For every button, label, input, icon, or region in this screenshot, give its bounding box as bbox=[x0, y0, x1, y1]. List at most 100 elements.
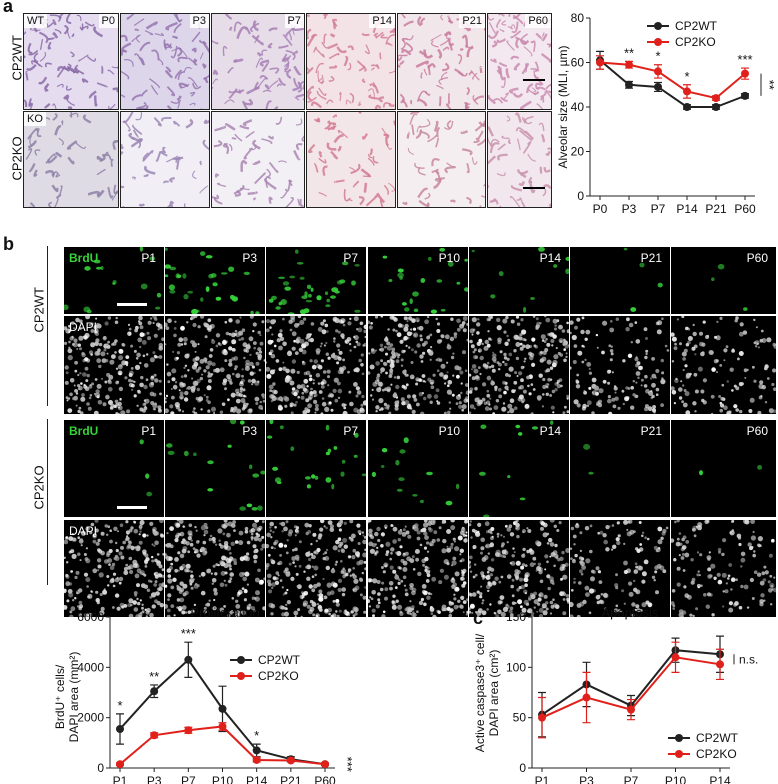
tissue-strand bbox=[466, 196, 472, 205]
dapi-nucleus bbox=[761, 338, 767, 343]
tissue-strand bbox=[483, 183, 485, 187]
dapi-nucleus bbox=[385, 541, 391, 547]
dapi-nucleus bbox=[549, 542, 555, 547]
tissue-strand bbox=[526, 83, 534, 94]
brdu-nucleus bbox=[169, 289, 176, 294]
dapi-nucleus bbox=[401, 349, 405, 354]
legend-label: CP2WT bbox=[675, 19, 718, 33]
dapi-nucleus bbox=[121, 343, 125, 347]
dapi-nucleus bbox=[390, 359, 395, 364]
tissue-strand bbox=[548, 203, 551, 207]
brdu-nucleus bbox=[711, 277, 715, 281]
dapi-nucleus bbox=[126, 532, 129, 535]
dapi-nucleus bbox=[657, 320, 663, 326]
dapi-nucleus bbox=[611, 548, 614, 551]
dapi-nucleus bbox=[488, 529, 493, 534]
dapi-nucleus bbox=[374, 552, 377, 555]
tissue-strand bbox=[509, 196, 521, 207]
dapi-nucleus bbox=[609, 327, 615, 333]
tissue-strand bbox=[54, 28, 62, 34]
dapi-nucleus bbox=[207, 371, 211, 374]
dapi-nucleus bbox=[675, 377, 678, 381]
dapi-nucleus bbox=[108, 563, 111, 566]
dapi-nucleus bbox=[515, 522, 520, 528]
dapi-nucleus bbox=[333, 355, 339, 361]
dapi-nucleus bbox=[242, 388, 246, 392]
dapi-nucleus bbox=[549, 366, 554, 370]
dapi-nucleus bbox=[740, 382, 744, 386]
tissue-strand bbox=[358, 196, 365, 206]
dapi-nucleus bbox=[174, 568, 179, 573]
dapi-nucleus bbox=[77, 373, 80, 377]
tissue-strand bbox=[261, 61, 270, 72]
tissue-strand bbox=[67, 156, 75, 165]
dapi-nucleus bbox=[117, 412, 120, 414]
dapi-nucleus bbox=[88, 396, 92, 400]
dapi-nucleus bbox=[477, 615, 480, 617]
dapi-nucleus bbox=[70, 570, 73, 573]
brdu-nucleus bbox=[165, 264, 171, 269]
dapi-nucleus bbox=[471, 333, 474, 336]
dapi-nucleus bbox=[636, 608, 641, 613]
dapi-nucleus bbox=[187, 530, 193, 536]
dapi-nucleus bbox=[635, 589, 641, 595]
dapi-nucleus bbox=[380, 407, 384, 411]
dapi-nucleus bbox=[290, 316, 296, 320]
dapi-nucleus bbox=[386, 404, 390, 408]
dapi-nucleus bbox=[484, 339, 489, 345]
dapi-nucleus bbox=[429, 333, 433, 337]
dapi-nucleus bbox=[100, 531, 105, 536]
dapi-nucleus bbox=[655, 393, 659, 396]
dapi-nucleus bbox=[371, 388, 374, 391]
dapi-nucleus bbox=[183, 342, 187, 346]
dapi-nucleus bbox=[230, 541, 235, 546]
dapi-nucleus bbox=[285, 520, 289, 524]
histology-texture bbox=[402, 112, 485, 207]
dapi-nucleus bbox=[602, 320, 608, 326]
tissue-strand bbox=[542, 32, 545, 37]
dapi-nucleus bbox=[654, 565, 659, 570]
dapi-tile bbox=[570, 520, 670, 617]
dapi-nucleus bbox=[605, 525, 610, 530]
dapi-nucleus bbox=[167, 318, 172, 323]
dapi-nucleus bbox=[609, 349, 614, 353]
dapi-nucleus bbox=[450, 542, 454, 546]
dapi-nucleus bbox=[769, 574, 773, 578]
dapi-nucleus bbox=[760, 329, 764, 333]
dapi-nucleus bbox=[249, 316, 254, 319]
dapi-nucleus bbox=[250, 532, 254, 536]
tissue-strand bbox=[501, 135, 510, 139]
dapi-nucleus bbox=[354, 612, 358, 616]
dapi-nucleus bbox=[149, 612, 154, 617]
dapi-nucleus bbox=[85, 547, 88, 550]
dapi-nucleus bbox=[487, 552, 490, 555]
dapi-nucleus bbox=[301, 591, 304, 595]
dapi-nucleus bbox=[723, 405, 728, 410]
dapi-nucleus bbox=[141, 606, 144, 610]
dapi-nucleus bbox=[705, 604, 710, 609]
dapi-nucleus bbox=[356, 561, 361, 566]
dapi-nucleus bbox=[178, 590, 183, 594]
dapi-nucleus bbox=[298, 564, 302, 568]
dapi-nucleus bbox=[354, 609, 358, 613]
timepoint-label: P10 bbox=[438, 251, 460, 265]
dapi-nucleus bbox=[226, 532, 231, 538]
dapi-nucleus bbox=[369, 596, 372, 599]
tissue-strand bbox=[179, 49, 188, 58]
dapi-nucleus bbox=[761, 571, 766, 576]
tissue-strand bbox=[521, 118, 533, 125]
dapi-nucleus bbox=[472, 350, 476, 354]
dapi-nucleus bbox=[664, 344, 668, 348]
dapi-nucleus bbox=[312, 390, 317, 395]
dapi-nucleus bbox=[426, 595, 431, 600]
tissue-strand bbox=[510, 184, 523, 192]
tissue-strand bbox=[318, 151, 323, 158]
tissue-strand bbox=[199, 185, 209, 194]
dapi-nucleus bbox=[235, 319, 240, 324]
dapi-nucleus bbox=[334, 398, 339, 403]
dapi-nucleus bbox=[758, 395, 763, 400]
dapi-nucleus bbox=[198, 396, 204, 402]
dapi-nucleus bbox=[139, 527, 142, 530]
dapi-nucleus bbox=[498, 580, 502, 584]
dapi-nucleus bbox=[386, 388, 391, 393]
